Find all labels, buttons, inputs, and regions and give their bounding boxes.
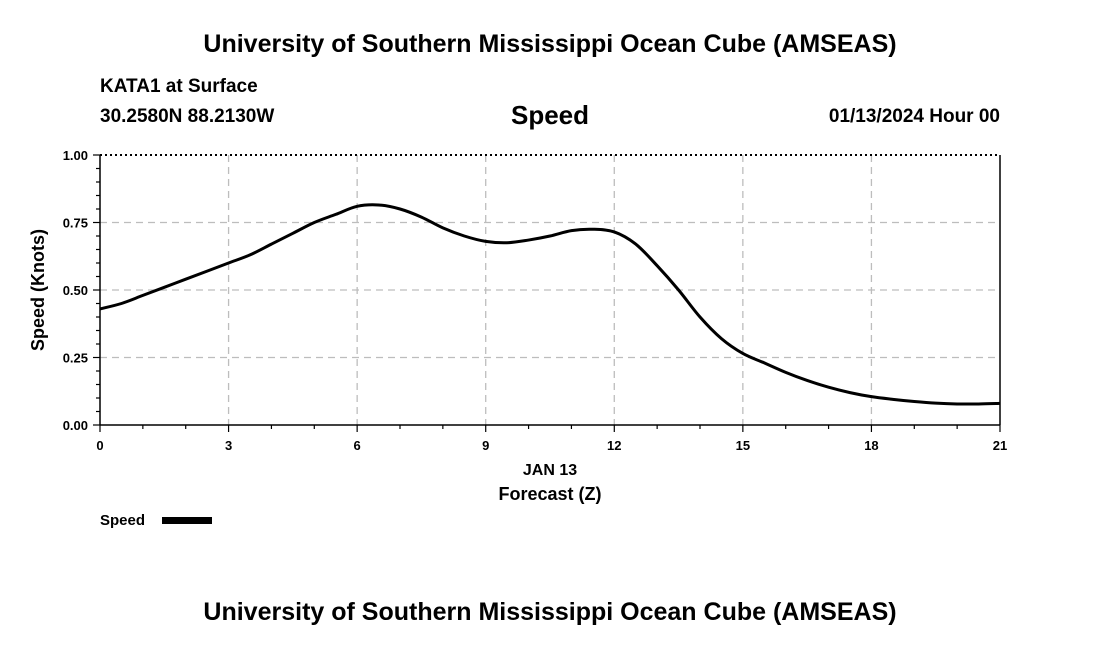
x-tick-label: 12: [607, 438, 621, 453]
x-tick-label: 21: [993, 438, 1007, 453]
x-tick-label: 15: [736, 438, 750, 453]
y-tick-label: 0.25: [63, 351, 88, 366]
station-label: KATA1 at Surface: [100, 76, 258, 97]
legend-swatch-speed: [162, 517, 212, 524]
x-tick-label: 18: [864, 438, 878, 453]
y-tick-label: 0.50: [63, 283, 88, 298]
x-axis-title: Forecast (Z): [498, 484, 601, 504]
coordinates-label: 30.2580N 88.2130W: [100, 106, 275, 127]
x-tick-label: 0: [96, 438, 103, 453]
chart-title-top: University of Southern Mississippi Ocean…: [203, 30, 897, 58]
x-tick-label: 3: [225, 438, 232, 453]
legend-label-speed: Speed: [100, 512, 145, 529]
plot-title: Speed: [510, 100, 590, 130]
y-tick-label: 0.75: [63, 216, 88, 231]
y-tick-label: 0.00: [63, 418, 88, 433]
date-time-label: 01/13/2024 Hour 00: [828, 106, 1000, 127]
y-tick-label: 1.00: [63, 148, 88, 163]
y-axis-title: Speed (Knots): [28, 229, 48, 351]
x-date-label: JAN 13: [523, 462, 577, 479]
x-tick-label: 6: [354, 438, 361, 453]
x-tick-label: 9: [482, 438, 489, 453]
chart-title-bottom: University of Southern Mississippi Ocean…: [203, 598, 897, 626]
series-line-speed: [99, 203, 1001, 406]
